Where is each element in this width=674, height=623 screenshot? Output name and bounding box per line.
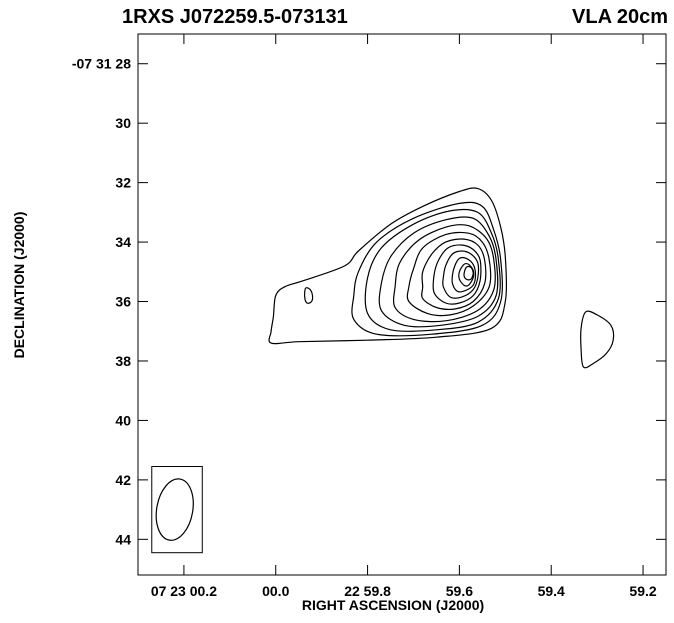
contour-inner-ring-5 [406,231,492,317]
y-tick-label: 44 [115,531,131,547]
x-tick-label: 22 59.8 [344,583,391,599]
x-tick-label: 00.0 [262,583,289,599]
x-axis-ticks: 07 23 00.2 00.0 22 59.8 59.6 59.4 59.2 [151,34,657,599]
contour-outer-envelope [268,187,508,345]
contour-east-knot [303,287,314,304]
y-tick-label: 32 [115,175,131,191]
y-tick-label: 38 [115,353,131,369]
x-tick-label: 59.6 [446,583,473,599]
y-tick-label: 42 [115,472,131,488]
x-tick-label: 59.2 [629,583,656,599]
beam-ellipse [155,478,194,541]
contour-inner-ring-9 [451,256,477,293]
contour-peak-contour [463,265,474,281]
contour-inner-ring-8 [442,250,480,299]
x-tick-label: 07 23 00.2 [151,583,217,599]
contour-inner-ring-2 [364,208,501,332]
y-axis-ticks: -07 31 28 30 32 34 36 38 40 42 44 [72,56,666,547]
y-tick-label: 30 [115,115,131,131]
contour-west-knot [580,310,615,369]
contour-inner-ring-6 [421,238,487,310]
beam-box [151,466,203,554]
contour-layer [268,187,615,369]
y-tick-label: 34 [115,234,131,250]
beam-inset [151,466,203,554]
contour-inner-ring-7 [432,244,482,305]
y-tick-label: 40 [115,412,131,428]
contour-inner-ring-4 [392,224,496,323]
y-tick-label: -07 31 28 [72,56,131,72]
y-tick-label: 36 [115,294,131,310]
chart-subtitle: VLA 20cm [572,6,668,28]
contour-inner-ring-1 [351,201,503,337]
y-axis-label: DECLINATION (J2000) [11,212,27,359]
chart-title: 1RXS J072259.5-073131 [122,6,348,28]
contour-inner-ring-3 [378,216,499,328]
plot-frame [137,33,667,576]
x-tick-label: 59.4 [538,583,565,599]
x-axis-label: RIGHT ASCENSION (J2000) [302,597,484,613]
